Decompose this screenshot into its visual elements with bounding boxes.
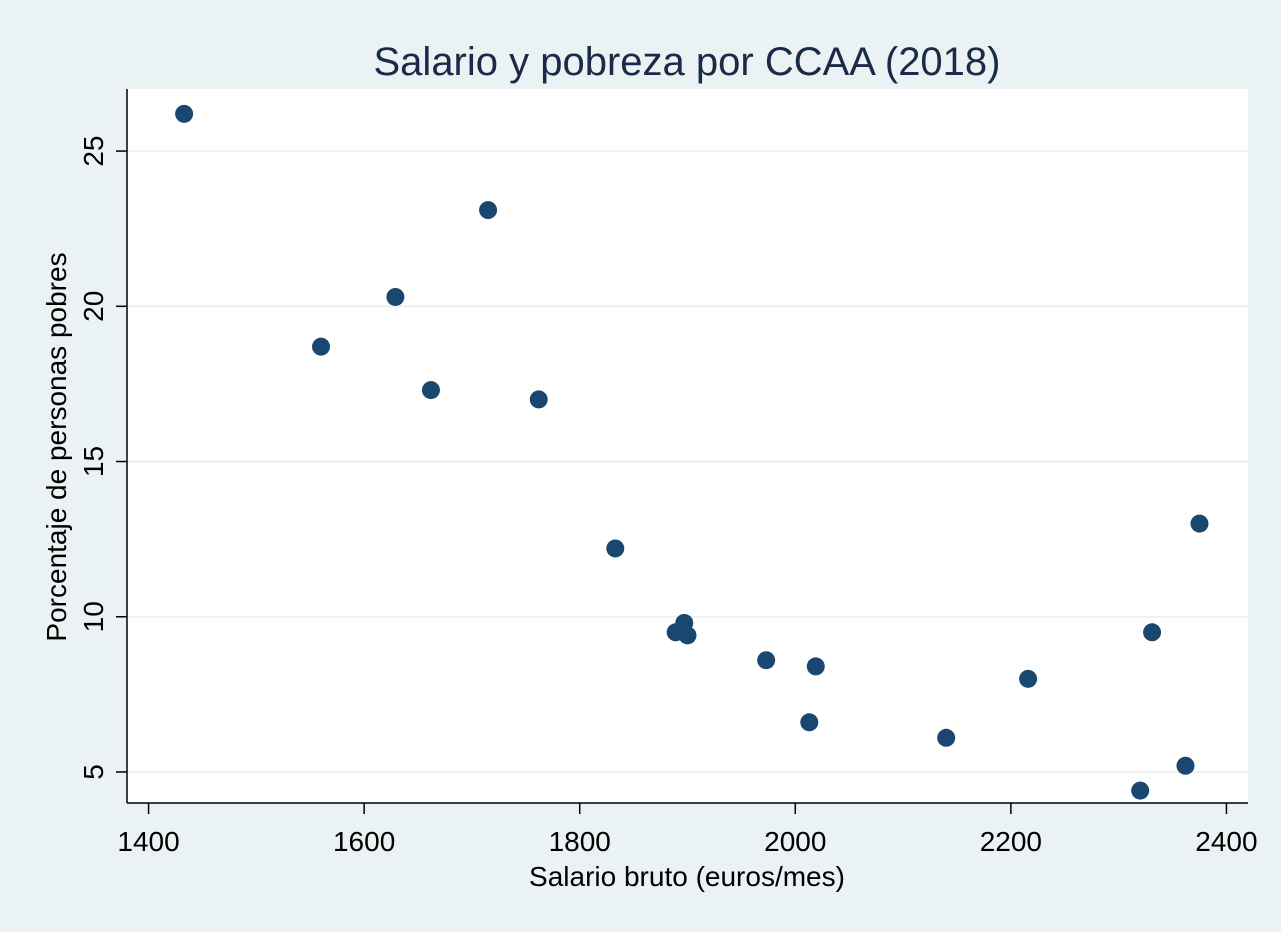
x-axis-ticks: 1400 1600 1800 2000 2200 2400 [117, 803, 1258, 857]
data-point-7 [606, 539, 625, 558]
data-point-3 [386, 287, 405, 306]
x-tick-label-2000: 2000 [764, 826, 826, 857]
x-tick-label-1400: 1400 [117, 826, 179, 857]
data-point-2 [479, 201, 498, 220]
data-point-10 [678, 626, 697, 645]
y-tick-label-15: 15 [78, 446, 109, 477]
x-tick-label-2400: 2400 [1195, 826, 1257, 857]
plot-area [127, 89, 1248, 803]
data-point-6 [529, 390, 548, 409]
data-points [175, 104, 1209, 800]
data-point-14 [937, 728, 956, 747]
x-tick-label-2200: 2200 [980, 826, 1042, 857]
y-axis-ticks: 5 10 15 20 25 [78, 136, 127, 780]
x-tick-label-1600: 1600 [333, 826, 395, 857]
data-point-17 [1190, 514, 1209, 533]
data-point-19 [1131, 781, 1150, 800]
y-tick-label-5: 5 [78, 764, 109, 780]
y-tick-label-10: 10 [78, 601, 109, 632]
data-point-15 [1019, 669, 1038, 688]
data-point-1 [175, 104, 194, 123]
chart-title: Salario y pobreza por CCAA (2018) [374, 40, 1001, 84]
y-tick-label-25: 25 [78, 136, 109, 167]
y-axis-title: Porcentaje de personas pobres [41, 252, 72, 641]
data-point-4 [312, 337, 331, 356]
data-point-12 [806, 657, 825, 676]
data-point-11 [757, 651, 776, 670]
data-point-13 [800, 713, 819, 732]
data-point-16 [1143, 623, 1162, 642]
x-axis-title: Salario bruto (euros/mes) [529, 861, 845, 892]
data-point-18 [1176, 756, 1195, 775]
x-tick-label-1800: 1800 [549, 826, 611, 857]
y-tick-label-20: 20 [78, 291, 109, 322]
data-point-5 [421, 381, 440, 400]
